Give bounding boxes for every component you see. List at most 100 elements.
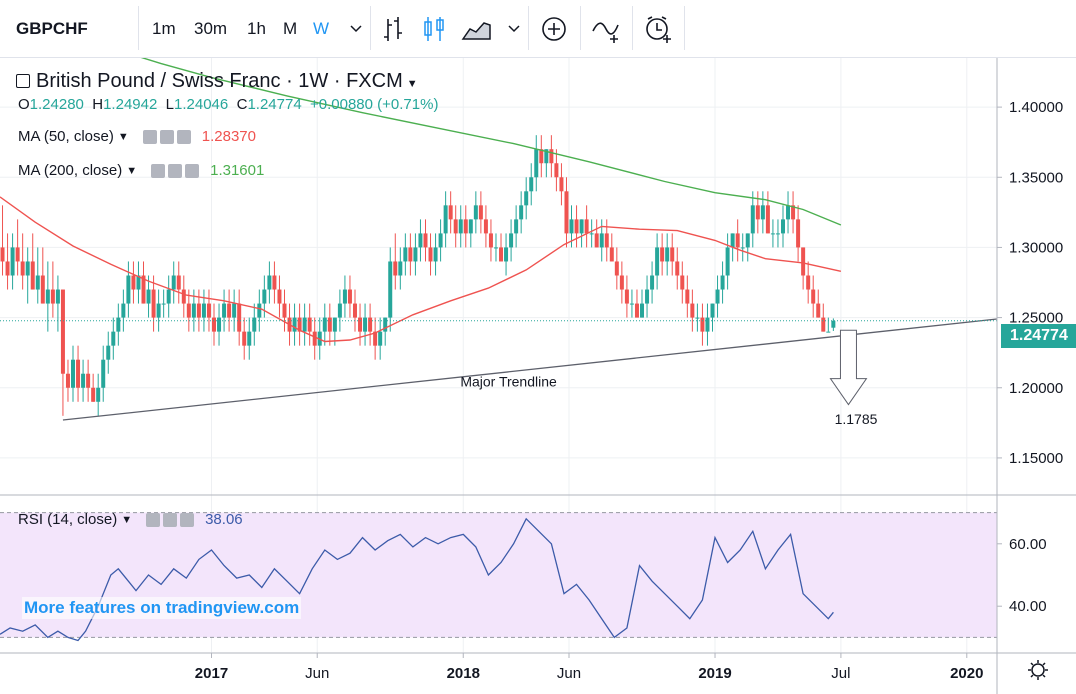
price-chart[interactable]: Major Trendline 1.1785 1.15000 1.20000 1.2… [0,58,1076,694]
candle-body [146,289,151,304]
candle-body [418,233,423,248]
eye-icon[interactable] [151,163,166,178]
ma50-legend[interactable]: MA (50, close) ▼ 1.28370 [18,128,256,145]
candle [347,275,352,318]
timeframe-1m[interactable]: 1m [152,19,176,38]
low-label: L [165,96,175,113]
close-icon[interactable] [176,129,191,144]
area-chart-icon[interactable] [460,13,492,45]
candle-body [645,289,650,304]
chevron-down-icon[interactable]: ▼ [117,130,129,143]
chart-title-row[interactable]: British Pound / Swiss Franc · 1W · FXCM ▼ [16,70,418,93]
candle-body [212,317,217,332]
compare-icon[interactable] [590,13,622,45]
candle-body [151,289,156,318]
timeframe-30m[interactable]: 30m [194,19,228,38]
candle [765,191,770,234]
candle [499,233,504,262]
candle-body [282,303,287,318]
candle [690,289,695,332]
candle-body [252,317,257,332]
bar-chart-icon[interactable] [378,13,410,45]
candle [448,191,453,234]
candle [373,317,378,360]
candle [81,359,86,402]
candle-body [45,289,50,304]
candle-body [136,275,141,290]
candle [393,233,398,290]
candle-body [770,233,775,235]
open-label: O [18,96,30,113]
candle [579,219,584,248]
ma200-legend[interactable]: MA (200, close) ▼ 1.31601 [18,162,264,179]
gear-icon[interactable] [168,163,183,178]
gear-icon[interactable] [1028,660,1048,680]
chevron-down-icon[interactable] [340,13,372,45]
candle [609,233,614,262]
candle [650,261,655,304]
ma50-label: MA (50, close) [18,128,114,145]
candle-body [443,205,448,234]
candle-body [806,275,811,290]
candle-body [564,191,569,234]
candle [101,345,106,402]
timeframe-1h[interactable]: 1h [247,19,266,38]
candle-body [650,275,655,290]
candle [443,191,448,248]
tradingview-link[interactable]: More features on tradingview.com [22,597,302,619]
timeframe-month[interactable]: M [283,19,298,38]
candle-body [740,247,745,249]
candle [559,163,564,206]
chevron-down-icon[interactable]: ▼ [121,513,133,526]
candle-body [111,331,116,346]
candle-body [655,247,660,276]
candle [614,247,619,290]
candle-body [554,163,559,178]
candle-body [50,289,55,304]
candle [488,219,493,262]
candle-body [277,289,282,304]
chevron-down-icon[interactable] [498,13,530,45]
candle [342,275,347,318]
chevron-down-icon[interactable]: ▼ [126,164,138,177]
candles-icon[interactable] [418,13,450,45]
close-icon[interactable] [185,163,200,178]
candle-body [363,317,368,332]
candle [604,219,609,262]
add-indicator-icon[interactable] [538,13,570,45]
ma200-line [140,58,842,226]
candle [539,135,544,178]
timeframe-week[interactable]: W [313,19,330,38]
candle [10,233,15,290]
rsi-legend[interactable]: RSI (14, close) ▼ 38.06 [18,511,243,528]
candle-body [675,261,680,276]
eye-icon[interactable] [142,129,157,144]
candle-body [544,149,549,164]
candle-body [40,275,45,304]
candle [534,135,539,192]
candles [0,135,836,416]
candle [267,261,272,304]
candle-body [559,177,564,192]
down-arrow-icon[interactable] [829,329,868,406]
alarm-clock-icon[interactable] [642,13,674,45]
close-icon[interactable] [180,512,195,527]
ma200-label: MA (200, close) [18,162,123,179]
candle [181,275,186,318]
chevron-down-icon[interactable]: ▼ [406,78,418,90]
candle [665,233,670,276]
eye-icon[interactable] [146,512,161,527]
candle [15,219,20,276]
candle-body [801,247,806,276]
candle [45,261,50,332]
candle-body [765,205,770,234]
symbol-search[interactable]: GBPCHF [16,19,88,38]
candle-body [569,219,574,234]
gear-icon[interactable] [163,512,178,527]
candle [811,275,816,318]
candle-body [166,289,171,304]
gear-icon[interactable] [159,129,174,144]
candle-body [388,261,393,318]
y-tick-label: 1.15000 [1009,450,1063,467]
candle [151,275,156,332]
